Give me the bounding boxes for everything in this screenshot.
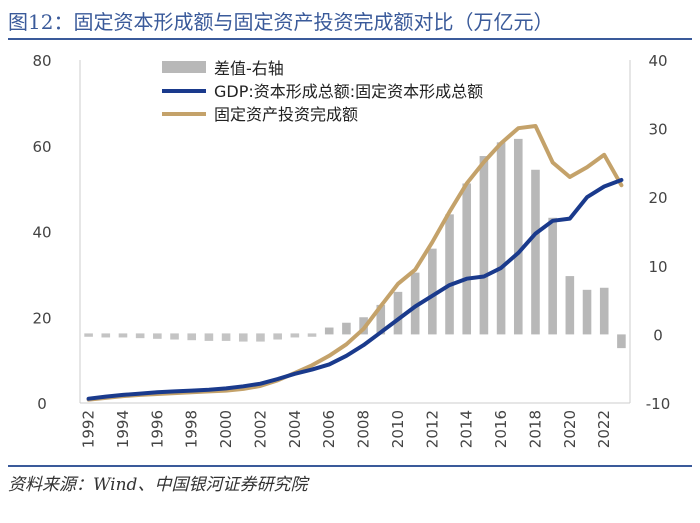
diff-bar <box>548 217 557 335</box>
diff-bar <box>445 214 454 335</box>
right-tick-label: 20 <box>648 189 667 207</box>
x-tick-label: 1998 <box>183 410 201 448</box>
diff-bar <box>256 333 265 342</box>
diff-bar <box>170 333 179 340</box>
diff-bar <box>342 322 351 335</box>
invest-line <box>86 124 624 402</box>
x-tick-label: 2002 <box>251 410 269 448</box>
x-tick-label: 2004 <box>286 410 304 448</box>
diff-bar <box>582 289 592 335</box>
diff-bar <box>428 248 437 335</box>
diff-bar <box>324 327 334 335</box>
diff-bar <box>101 333 111 338</box>
diff-bar <box>599 287 609 335</box>
right-tick-label: 30 <box>648 121 667 139</box>
diff-bar <box>462 183 472 335</box>
title-rule <box>8 38 692 40</box>
diff-bar <box>410 272 420 335</box>
legend-diff-label: 差值-右轴 <box>214 59 284 78</box>
legend-gdp-label: GDP:资本形成总额:固定资本形成总额 <box>214 82 483 101</box>
diff-bar <box>153 333 162 339</box>
right-tick-label: -10 <box>646 395 671 413</box>
x-tick-label: 2008 <box>355 410 373 448</box>
diff-bar <box>118 333 128 338</box>
x-tick-label: 2016 <box>492 410 510 448</box>
x-tick-label: 2014 <box>458 410 476 448</box>
diff-bar <box>531 169 540 335</box>
diff-bar <box>479 156 489 335</box>
diff-bar <box>204 333 214 341</box>
x-tick-label: 2010 <box>389 410 407 448</box>
source-rule <box>8 465 692 467</box>
legend-invest-label: 固定资产投资完成额 <box>214 105 358 124</box>
diff-bar <box>238 333 248 342</box>
diff-bar <box>290 333 300 338</box>
left-tick-label: 20 <box>32 309 51 327</box>
diff-bar <box>513 138 523 335</box>
x-tick-label: 2000 <box>217 410 235 448</box>
left-tick-label: 40 <box>32 224 51 242</box>
diff-bar <box>376 304 386 335</box>
x-tick-label: 2012 <box>423 410 441 448</box>
chart-lines <box>86 124 624 402</box>
right-tick-label: 40 <box>648 52 667 70</box>
figure-title: 图12：固定资本形成额与固定资产投资完成额对比（万亿元） <box>8 10 554 34</box>
right-tick-label: 10 <box>648 258 667 276</box>
diff-bar <box>84 333 93 337</box>
legend-bar-swatch <box>162 61 206 73</box>
x-tick-label: 2006 <box>320 410 338 448</box>
chart-axes: 0 20 40 60 80 -10 0 10 20 30 40 1992 1994 1996 1998 200… <box>32 52 670 448</box>
x-tick-label: 1992 <box>80 410 98 448</box>
diff-bar <box>307 333 317 337</box>
diff-bar <box>393 291 403 335</box>
x-tick-label: 2018 <box>526 410 544 448</box>
x-tick-label: 1994 <box>114 410 132 448</box>
diff-bar <box>496 142 506 335</box>
left-tick-label: 60 <box>32 138 51 156</box>
source-note: 资料来源：Wind、中国银河证券研究院 <box>8 475 308 495</box>
x-tick-label: 1996 <box>148 410 166 448</box>
diff-bar <box>187 333 197 341</box>
diff-bar <box>273 333 282 340</box>
x-tick-label: 2020 <box>561 410 579 448</box>
right-tick-label: 0 <box>653 326 663 344</box>
left-tick-label: 0 <box>37 395 47 413</box>
x-tick-label: 2022 <box>595 410 613 448</box>
diff-bar <box>135 333 145 339</box>
left-tick-label: 80 <box>32 52 51 70</box>
diff-bars <box>84 138 626 349</box>
gdp-line <box>86 178 624 401</box>
diff-bar <box>221 333 231 341</box>
diff-bar <box>565 276 575 335</box>
diff-bar <box>617 334 626 349</box>
